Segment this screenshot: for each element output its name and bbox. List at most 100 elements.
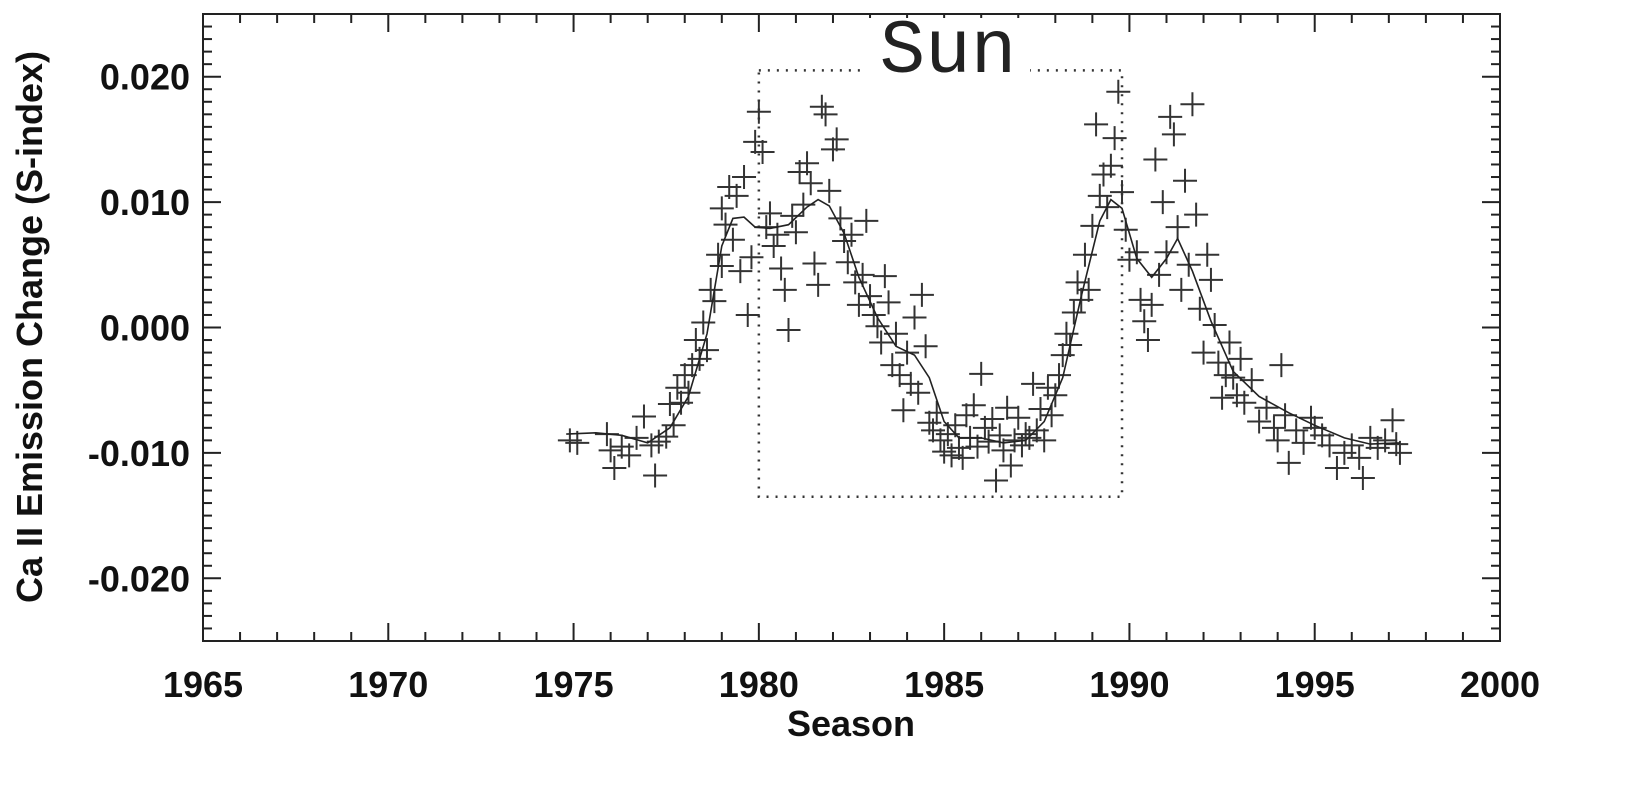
- x-tick-label: 2000: [1460, 664, 1540, 705]
- data-point: [1169, 277, 1194, 302]
- data-point: [691, 310, 716, 335]
- data-point: [1184, 202, 1209, 227]
- data-point: [1380, 408, 1405, 433]
- data-point: [906, 380, 931, 405]
- x-tick-label: 1985: [904, 664, 984, 705]
- data-point: [676, 380, 701, 405]
- y-axis-title: Ca II Emission Change (S-index): [9, 51, 50, 603]
- data-point: [876, 290, 901, 315]
- data-point: [1165, 215, 1190, 240]
- data-point: [1247, 409, 1272, 434]
- data-markers: [557, 79, 1412, 493]
- data-point: [683, 328, 708, 353]
- data-point: [1161, 122, 1186, 147]
- data-point: [746, 99, 771, 124]
- data-point: [1006, 405, 1031, 430]
- data-point: [1150, 190, 1175, 215]
- data-point: [1039, 403, 1064, 428]
- data-point: [839, 222, 864, 247]
- data-point: [1072, 242, 1097, 267]
- data-point: [1339, 433, 1364, 458]
- data-point: [1135, 328, 1160, 353]
- data-point: [661, 413, 686, 438]
- data-point: [709, 196, 734, 221]
- data-point: [724, 183, 749, 208]
- data-point: [1269, 353, 1294, 378]
- data-point: [602, 455, 627, 480]
- data-point: [780, 203, 805, 228]
- x-axis-title: Season: [787, 703, 915, 744]
- data-point: [1387, 440, 1412, 465]
- data-point: [858, 284, 883, 309]
- data-point: [1139, 292, 1164, 317]
- x-tick-label: 1975: [534, 664, 614, 705]
- data-point: [617, 443, 642, 468]
- data-point: [694, 338, 719, 363]
- data-point: [1276, 450, 1301, 475]
- data-point: [732, 165, 757, 190]
- data-point: [824, 127, 849, 152]
- x-tick-label: 1965: [163, 664, 243, 705]
- data-point: [1228, 346, 1253, 371]
- data-point: [1217, 330, 1242, 355]
- data-point: [980, 407, 1005, 432]
- data-point: [1143, 147, 1168, 172]
- y-tick-labels: 0.020 0.010 0.000 -0.010 -0.020: [88, 57, 190, 600]
- data-point: [1317, 433, 1342, 458]
- data-point: [1021, 371, 1046, 396]
- data-point: [1154, 240, 1179, 265]
- data-point: [1210, 385, 1235, 410]
- data-point: [987, 423, 1012, 448]
- data-point: [909, 282, 934, 307]
- data-point: [798, 171, 823, 196]
- data-point: [1106, 79, 1131, 104]
- data-point: [984, 468, 1009, 493]
- data-point: [598, 438, 623, 463]
- data-point: [1265, 428, 1290, 453]
- data-point: [913, 334, 938, 359]
- data-point: [854, 208, 879, 233]
- data-point: [872, 264, 897, 289]
- x-tick-labels: 1965 1970 1975 1980 1985 1990 1995 2000: [163, 664, 1540, 705]
- x-tick-label: 1980: [719, 664, 799, 705]
- smoothed-curve: [566, 198, 1400, 445]
- data-point: [1373, 428, 1398, 453]
- data-point: [709, 254, 734, 279]
- data-point: [1350, 465, 1375, 490]
- data-point: [891, 398, 916, 423]
- data-point: [1032, 428, 1057, 453]
- data-point: [1102, 126, 1127, 151]
- data-point: [735, 302, 760, 327]
- data-point: [1054, 321, 1079, 346]
- data-point: [1028, 397, 1053, 422]
- data-point: [1180, 92, 1205, 117]
- data-point: [820, 137, 845, 162]
- axis-ticks: [202, 13, 1501, 642]
- data-point: [817, 178, 842, 203]
- data-point: [761, 233, 786, 258]
- y-tick-label: -0.020: [88, 558, 190, 599]
- data-point: [850, 262, 875, 287]
- y-tick-label: 0.010: [100, 182, 190, 223]
- title-background: [866, 18, 1030, 80]
- data-point: [631, 404, 656, 429]
- data-point: [657, 391, 682, 416]
- data-point: [995, 395, 1020, 420]
- data-point: [776, 318, 801, 343]
- data-point: [1013, 422, 1038, 447]
- data-point: [739, 245, 764, 270]
- data-point: [950, 445, 975, 470]
- data-point: [961, 393, 986, 418]
- data-point: [1195, 242, 1220, 267]
- data-point: [1206, 350, 1231, 375]
- data-point: [1047, 363, 1072, 388]
- data-point: [1191, 340, 1216, 365]
- data-point: [1124, 240, 1149, 265]
- data-point: [861, 302, 886, 327]
- data-point: [813, 102, 838, 127]
- data-point: [643, 463, 668, 488]
- data-point: [713, 212, 738, 237]
- data-point: [1347, 445, 1372, 470]
- x-tick-label: 1970: [348, 664, 428, 705]
